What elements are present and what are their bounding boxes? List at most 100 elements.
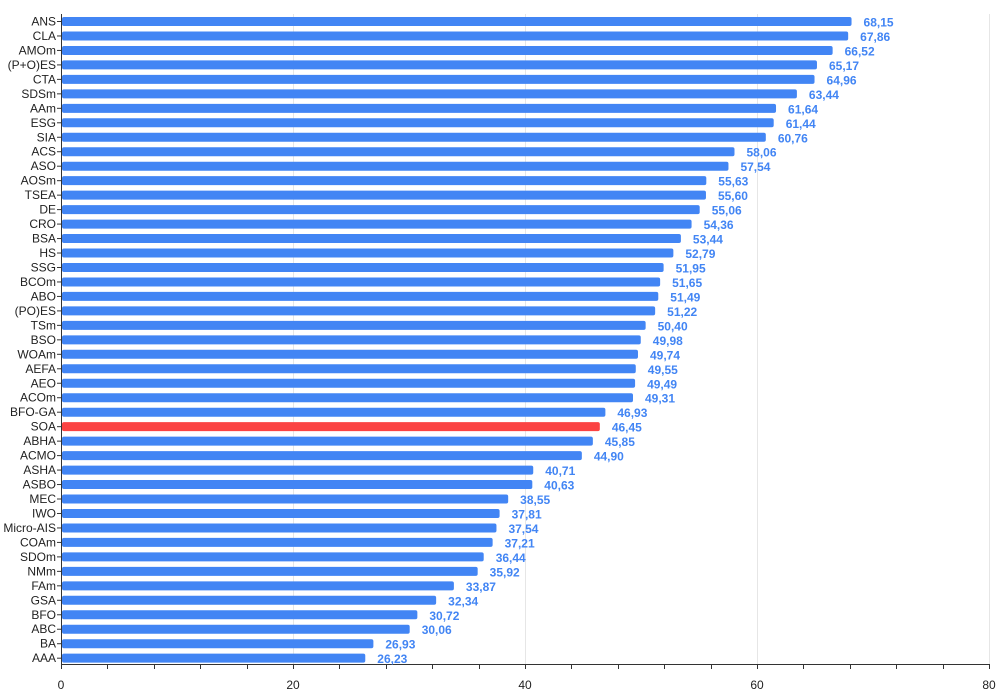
bars <box>62 17 852 663</box>
bar-WOAm <box>62 349 638 359</box>
bar-BA <box>62 639 374 649</box>
bar-ASHA <box>62 465 534 475</box>
value-label: 37,81 <box>512 507 542 521</box>
bar-CTA <box>62 74 815 84</box>
bar-HS <box>62 248 674 258</box>
value-label: 51,49 <box>670 290 700 304</box>
value-label: 66,52 <box>845 44 875 58</box>
category-label: (PO)ES <box>15 304 56 318</box>
category-label: (P+O)ES <box>8 58 56 72</box>
value-label: 44,90 <box>594 450 624 464</box>
value-label: 32,34 <box>448 594 478 608</box>
value-label: 40,63 <box>544 479 574 493</box>
value-label: 46,93 <box>617 406 647 420</box>
value-label: 30,06 <box>422 623 452 637</box>
bar-DE <box>62 205 700 215</box>
value-label: 46,45 <box>612 421 642 435</box>
value-label: 51,65 <box>672 276 702 290</box>
bar-ASBO <box>62 480 533 490</box>
bar-NMm <box>62 566 478 576</box>
bar-ACS <box>62 147 735 157</box>
category-label: AMOm <box>19 43 56 57</box>
category-label: ABC <box>31 622 56 636</box>
value-label: 36,44 <box>496 551 526 565</box>
category-label: CTA <box>33 72 56 86</box>
category-label: BFO <box>31 608 56 622</box>
bar-BFO <box>62 610 418 620</box>
category-label: SSG <box>31 260 56 274</box>
value-label: 49,74 <box>650 348 680 362</box>
bar-BCOm <box>62 277 661 287</box>
bar-GSA <box>62 595 437 605</box>
category-label: TSEA <box>25 188 56 202</box>
bar-ACMO <box>62 451 582 461</box>
bar-SDOm <box>62 552 484 562</box>
value-label: 50,40 <box>658 319 688 333</box>
category-label: AOSm <box>21 174 56 188</box>
bar-TSm <box>62 320 646 330</box>
bar-AAm <box>62 103 777 113</box>
bar-ACOm <box>62 393 633 403</box>
bar-SDSm <box>62 89 797 99</box>
bar-SIA <box>62 132 766 142</box>
category-label: SOA <box>31 420 56 434</box>
value-label: 51,22 <box>667 305 697 319</box>
category-label: NMm <box>27 564 56 578</box>
bar-SOA <box>62 422 600 432</box>
value-label: 57,54 <box>740 160 770 174</box>
category-label: ASHA <box>23 463 56 477</box>
value-label: 26,23 <box>377 652 407 666</box>
axes <box>61 14 990 665</box>
bar-AOSm <box>62 176 707 186</box>
value-label: 35,92 <box>490 565 520 579</box>
bar-Micro-AIS <box>62 523 497 533</box>
bar-BSO <box>62 335 641 345</box>
category-label: BCOm <box>20 275 56 289</box>
bar-ABHA <box>62 436 593 446</box>
bar-MEC <box>62 494 509 504</box>
category-label: TSm <box>31 318 56 332</box>
category-label: CRO <box>29 217 56 231</box>
value-label: 54,36 <box>704 218 734 232</box>
value-label: 49,55 <box>648 363 678 377</box>
value-label: 67,86 <box>860 30 890 44</box>
value-label: 55,06 <box>712 204 742 218</box>
value-label: 55,63 <box>718 175 748 189</box>
bar-(P+O)ES <box>62 60 817 70</box>
value-label: 49,49 <box>647 377 677 391</box>
bar-COAm <box>62 537 493 547</box>
bar-AMOm <box>62 45 833 55</box>
value-label: 30,72 <box>429 609 459 623</box>
value-label: 60,76 <box>778 131 808 145</box>
value-label: 68,15 <box>864 16 894 30</box>
category-labels: ANSCLAAMOm(P+O)ESCTASDSmAAmESGSIAACSASOA… <box>3 15 56 666</box>
category-label: BSO <box>31 333 56 347</box>
category-label: ACOm <box>20 391 56 405</box>
bar-IWO <box>62 508 500 518</box>
value-label: 61,44 <box>786 117 816 131</box>
category-label: HS <box>39 246 56 260</box>
category-label: ACMO <box>20 449 56 463</box>
value-label: 26,93 <box>385 638 415 652</box>
category-label: CLA <box>33 29 56 43</box>
x-tick-label: 40 <box>518 678 532 692</box>
value-label: 38,55 <box>520 493 550 507</box>
category-label: SIA <box>37 130 56 144</box>
bar-AEO <box>62 378 636 388</box>
bar-BSA <box>62 234 681 244</box>
category-label: GSA <box>31 593 56 607</box>
x-tick-labels: 0 20 40 60 80 <box>58 678 996 692</box>
value-label: 52,79 <box>685 247 715 261</box>
category-label: ASO <box>31 159 56 173</box>
value-label: 65,17 <box>829 59 859 73</box>
category-label: AEFA <box>25 362 56 376</box>
category-label: ABO <box>31 289 56 303</box>
category-label: SDOm <box>20 550 56 564</box>
bar-CLA <box>62 31 849 41</box>
category-label: Micro-AIS <box>3 521 56 535</box>
category-label: BSA <box>32 232 56 246</box>
category-label: ACS <box>31 145 56 159</box>
x-tick-label: 20 <box>286 678 300 692</box>
